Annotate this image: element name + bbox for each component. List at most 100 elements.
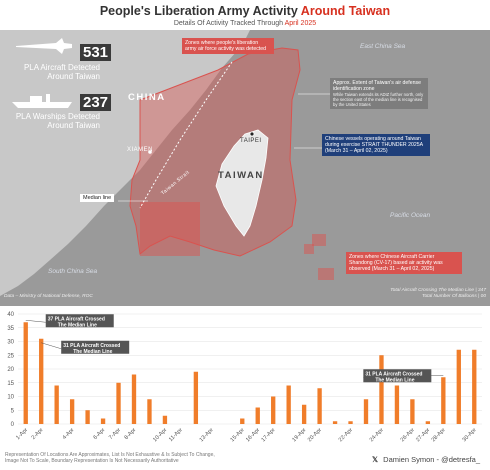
aircraft-label-line-1: PLA Aircraft Detected <box>23 63 100 72</box>
label-pacific-ocean: Pacific Ocean <box>390 212 431 219</box>
bar <box>116 382 121 424</box>
x-tick-label: 30-Apr <box>462 427 478 443</box>
adiz-zone <box>140 202 200 256</box>
y-tick-label: 30 <box>7 340 14 346</box>
label-china: CHINA <box>128 92 166 103</box>
bar <box>23 322 28 424</box>
y-tick-label: 35 <box>7 326 14 332</box>
warship-label-line-1: PLA Warships Detected <box>15 112 100 121</box>
y-tick-label: 0 <box>11 422 15 428</box>
page-subtitle: Details Of Activity Tracked Through Apri… <box>0 20 490 27</box>
disclaimer-line-1: Representation Of Locations Are Approxim… <box>5 452 215 458</box>
x-tick-label: 16-Apr <box>245 427 261 443</box>
bar <box>255 407 260 424</box>
x-logo-icon: 𝕏 <box>372 455 379 464</box>
bar <box>301 404 307 424</box>
bar <box>162 415 168 424</box>
annotation-leader <box>41 342 62 349</box>
subtitle-accent: April 2025 <box>284 20 317 27</box>
strait-thunder-callout: Chinese vessels operating around Taiwan … <box>322 134 430 156</box>
page-title: People's Liberation Army Activity Around… <box>0 4 490 18</box>
bar <box>441 377 446 424</box>
title-main: People's Liberation Army Activity <box>99 4 298 18</box>
x-tick-label: 22-Apr <box>338 427 354 443</box>
disclaimer-line-2: Image Not To Scale, Boundary Representat… <box>5 458 179 464</box>
label-xiamen: XIAMEN <box>127 147 154 153</box>
x-tick-label: 24-Apr <box>369 427 385 443</box>
bar <box>317 388 322 424</box>
x-tick-label: 8-Apr <box>123 427 137 441</box>
label-taiwan: TAIWAN <box>218 170 264 181</box>
aircraft-label: PLA Aircraft Detected Around Taiwan <box>2 63 100 81</box>
bar <box>410 399 415 424</box>
x-tick-label: 2-Apr <box>31 427 45 441</box>
y-tick-label: 25 <box>7 353 14 359</box>
y-tick-label: 20 <box>7 367 14 373</box>
aircraft-count: 531 <box>80 44 112 61</box>
total-balloons: Total Number Of Balloons | 00 <box>422 294 486 299</box>
x-tick-label: 15-Apr <box>230 427 246 443</box>
annotation-text: The Median Line <box>375 377 414 383</box>
bar <box>456 349 461 424</box>
bar <box>332 421 338 424</box>
xiamen-marker <box>148 150 152 154</box>
bar <box>131 374 137 424</box>
adiz-callout: Approx. Extent of Taiwan's air defense i… <box>330 78 428 109</box>
activity-map: 531 PLA Aircraft Detected Around Taiwan … <box>0 30 490 306</box>
aircraft-label-line-2: Around Taiwan <box>47 72 100 81</box>
adiz-callout-title: Approx. Extent of Taiwan's air defense i… <box>333 80 421 92</box>
total-crossing: Total Aircraft Crossing The Median Line … <box>390 288 486 293</box>
bar <box>271 396 276 424</box>
label-east-china-sea: East China Sea <box>360 43 406 50</box>
annotation-box <box>45 314 114 328</box>
author-credit: 𝕏 Damien Symon - @detresfa_ <box>372 455 480 464</box>
x-tick-label: 27-Apr <box>415 427 431 443</box>
y-tick-label: 5 <box>11 408 15 414</box>
x-tick-label: 7-Apr <box>108 427 122 441</box>
x-tick-label: 6-Apr <box>93 427 107 441</box>
aircraft-glyph <box>16 38 72 54</box>
bar <box>286 385 291 424</box>
bar <box>147 399 152 424</box>
x-tick-label: 11-Apr <box>168 427 184 443</box>
x-tick-label: 26-Apr <box>400 427 416 443</box>
shandong-callout: Zones where Chinese Aircraft Carrier Sha… <box>346 252 462 274</box>
bar <box>472 349 477 424</box>
y-tick-label: 40 <box>7 312 14 318</box>
x-tick-label: 17-Apr <box>260 427 276 443</box>
x-tick-label: 13-Apr <box>199 427 215 443</box>
taiwan-island <box>215 129 269 237</box>
annotation-text: The Median Line <box>73 349 112 355</box>
annotation-text: 31 PLA Aircraft Crossed <box>63 343 120 349</box>
daily-crossings-chart: 0 5 10 15 20 25 30 35 40 1-Apr 2-Apr 4-Apr 6-Apr 7-Ap… <box>0 306 490 452</box>
bar <box>39 338 44 424</box>
x-tick-label: 1-Apr <box>15 427 29 441</box>
credit-text: Damien Symon - @detresfa_ <box>383 455 480 464</box>
map-source: Data – Ministry of National Defense, ROC <box>4 294 93 299</box>
y-tick-label: 10 <box>7 395 14 401</box>
bar <box>394 385 400 424</box>
annotation-leader <box>25 320 46 323</box>
footer-disclaimer: Representation Of Locations Are Approxim… <box>5 452 215 464</box>
label-taipei: TAIPEI <box>240 138 262 144</box>
adiz-callout-detail: While Taiwan extends its ADIZ further no… <box>333 92 424 107</box>
bar <box>363 399 369 424</box>
shandong-zone-1 <box>312 234 326 246</box>
shandong-zone-2 <box>304 244 314 254</box>
annotation-text: 37 PLA Aircraft Crossed <box>48 316 105 322</box>
air-zones-callout: Zones where people's liberation army air… <box>182 38 274 54</box>
y-tick-label: 15 <box>7 381 14 387</box>
x-tick-label: 19-Apr <box>291 427 307 443</box>
annotation-box <box>363 369 432 383</box>
bar <box>425 421 431 424</box>
title-accent: Around Taiwan <box>300 4 391 18</box>
bar <box>85 410 90 424</box>
annotation-box <box>61 340 130 354</box>
taipei-marker <box>249 131 255 137</box>
map-totals: Total Aircraft Crossing The Median Line … <box>390 288 486 300</box>
bar <box>379 355 384 424</box>
warship-label: PLA Warships Detected Around Taiwan <box>2 112 100 130</box>
subtitle-main: Details Of Activity Tracked Through <box>173 20 284 27</box>
bar <box>348 421 353 424</box>
map-graphic <box>0 30 334 296</box>
